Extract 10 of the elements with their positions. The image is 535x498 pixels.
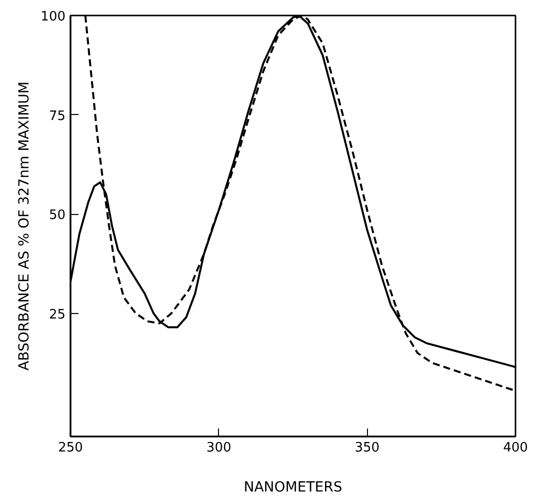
y-tick-label: 50 [48,208,66,224]
y-axis-title: ABSORBANCE AS % OF 327nm MAXIMUM [16,82,33,370]
y-tick-label: 25 [48,307,66,322]
x-tick-label: 400 [503,440,528,456]
x-tick-label: 300 [206,440,232,456]
x-axis-title: NANOMETERS [244,480,342,496]
y-tick-label: 75 [48,108,66,124]
x-tick-label: 250 [58,440,83,456]
y-tick-label: 100 [40,10,66,24]
x-tick-label: 350 [354,440,380,456]
